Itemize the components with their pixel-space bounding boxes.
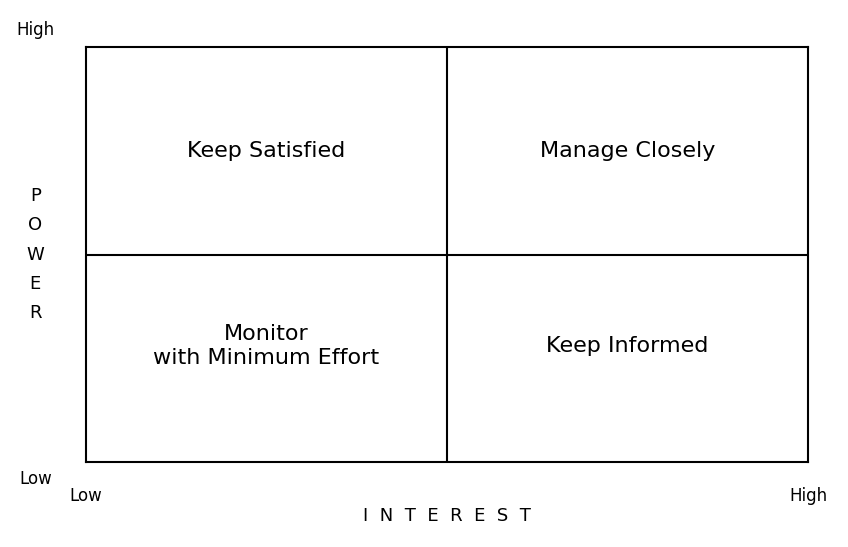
Text: E: E xyxy=(30,275,41,293)
Text: Keep Informed: Keep Informed xyxy=(546,336,709,356)
Text: O: O xyxy=(28,217,42,235)
Text: P: P xyxy=(30,187,41,205)
Text: Low: Low xyxy=(19,470,52,488)
Text: High: High xyxy=(789,487,827,505)
Text: Keep Satisfied: Keep Satisfied xyxy=(187,141,346,161)
Text: High: High xyxy=(16,21,54,39)
Text: I  N  T  E  R  E  S  T: I N T E R E S T xyxy=(363,508,531,526)
Text: Monitor
with Minimum Effort: Monitor with Minimum Effort xyxy=(153,324,380,368)
Text: Low: Low xyxy=(70,487,103,505)
Text: Manage Closely: Manage Closely xyxy=(540,141,715,161)
Text: W: W xyxy=(26,246,44,264)
Text: R: R xyxy=(29,304,42,322)
